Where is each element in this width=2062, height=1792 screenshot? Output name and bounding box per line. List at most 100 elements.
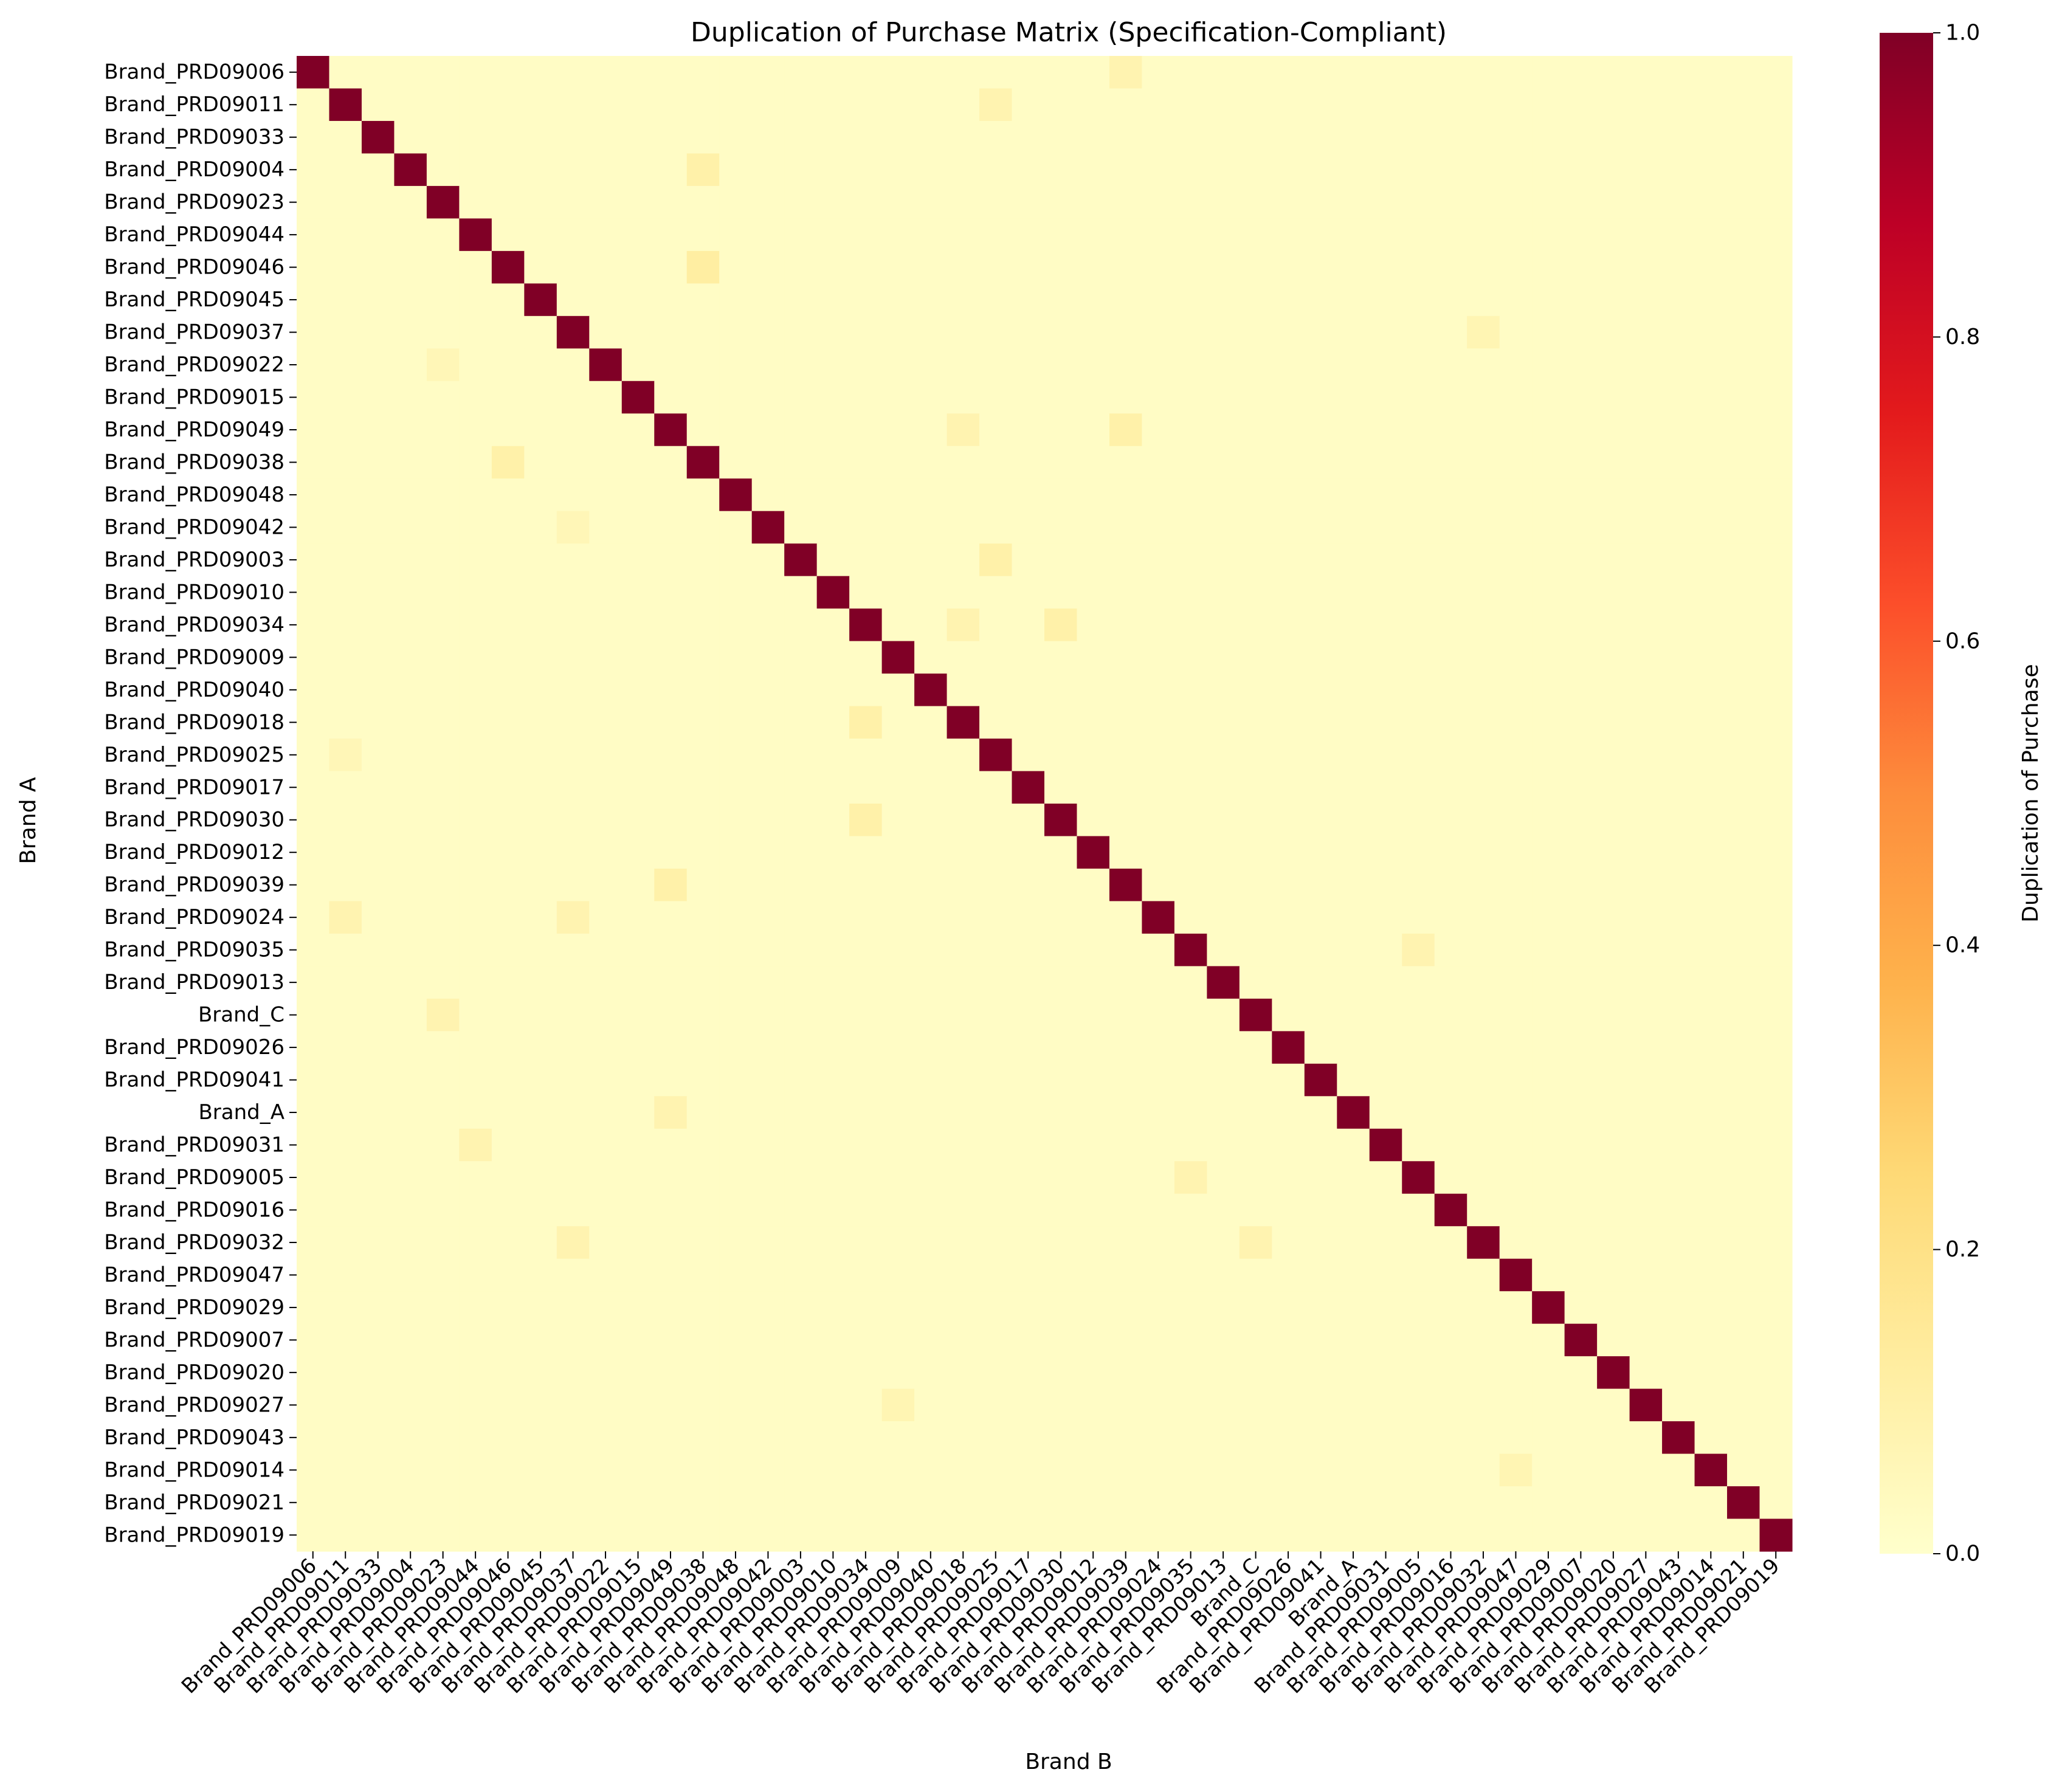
- heatmap-cell: [881, 218, 915, 252]
- heatmap-cell: [1239, 1096, 1272, 1129]
- heatmap-cell: [1402, 674, 1435, 707]
- heatmap-cell: [1077, 576, 1110, 609]
- heatmap-cell: [297, 966, 330, 999]
- heatmap-cell: [947, 1031, 980, 1064]
- heatmap-cell: [297, 641, 330, 674]
- heatmap-cell: [881, 739, 915, 772]
- heatmap-cell: [1142, 1063, 1175, 1097]
- heatmap-cell: [361, 739, 395, 772]
- heatmap-cell: [654, 1193, 688, 1227]
- heatmap-cell: [1272, 836, 1305, 869]
- heatmap-cell: [1759, 1356, 1793, 1390]
- heatmap-cell: [849, 283, 883, 317]
- heatmap-cell: [1109, 185, 1143, 219]
- heatmap-cell: [297, 478, 330, 512]
- heatmap-cell: [1369, 706, 1402, 739]
- heatmap-cell: [1727, 1063, 1760, 1097]
- heatmap-cell: [784, 315, 818, 349]
- heatmap-cell: [914, 966, 948, 999]
- heatmap-cell: [1434, 218, 1467, 252]
- heatmap-cell: [719, 1421, 753, 1455]
- heatmap-cell: [1532, 998, 1565, 1032]
- heatmap-cell: [1662, 218, 1695, 252]
- heatmap-cell: [1402, 511, 1435, 544]
- heatmap-cell: [1109, 1193, 1143, 1227]
- heatmap-cell: [1727, 1421, 1760, 1455]
- heatmap-cell: [1044, 1356, 1078, 1390]
- heatmap-cell: [361, 868, 395, 902]
- heatmap-cell: [1727, 1486, 1760, 1520]
- heatmap-cell: [1467, 478, 1500, 512]
- heatmap-cell: [1207, 804, 1240, 837]
- heatmap-cell: [881, 576, 915, 609]
- heatmap-cell: [1662, 1421, 1695, 1455]
- heatmap-cell: [426, 56, 460, 89]
- heatmap-cell: [1174, 901, 1207, 934]
- heatmap-cell: [719, 739, 753, 772]
- heatmap-cell: [1434, 1128, 1467, 1162]
- heatmap-cell: [329, 511, 362, 544]
- heatmap-cell: [849, 901, 883, 934]
- heatmap-cell: [329, 446, 362, 479]
- heatmap-cell: [784, 1161, 818, 1194]
- heatmap-cell: [1077, 478, 1110, 512]
- heatmap-cell: [1564, 478, 1598, 512]
- heatmap-cell: [394, 1226, 427, 1260]
- heatmap-cell: [1142, 1258, 1175, 1292]
- heatmap-cell: [1694, 315, 1728, 349]
- heatmap-cell: [816, 413, 850, 447]
- heatmap-cell: [1564, 901, 1598, 934]
- heatmap-cell: [394, 1356, 427, 1390]
- heatmap-cell: [1467, 381, 1500, 414]
- heatmap-cell: [719, 56, 753, 89]
- heatmap-cell: [1662, 283, 1695, 317]
- heatmap-cell: [881, 348, 915, 382]
- heatmap-cell: [1337, 348, 1370, 382]
- heatmap-cell: [1727, 706, 1760, 739]
- heatmap-cell: [1532, 771, 1565, 804]
- heatmap-cell: [1304, 1193, 1337, 1227]
- heatmap-cell: [1597, 933, 1630, 967]
- heatmap-cell: [426, 706, 460, 739]
- heatmap-cell: [1532, 315, 1565, 349]
- heatmap-cell: [1044, 739, 1078, 772]
- heatmap-cell: [1467, 739, 1500, 772]
- heatmap-cell: [1759, 478, 1793, 512]
- heatmap-cell: [329, 1356, 362, 1390]
- heatmap-cell: [784, 88, 818, 122]
- heatmap-cell: [1759, 771, 1793, 804]
- heatmap-cell: [947, 706, 980, 739]
- heatmap-cell: [426, 1031, 460, 1064]
- heatmap-cell: [1467, 348, 1500, 382]
- heatmap-cell: [1142, 1031, 1175, 1064]
- heatmap-cell: [1402, 543, 1435, 577]
- heatmap-cell: [329, 1291, 362, 1325]
- heatmap-cell: [1727, 1031, 1760, 1064]
- heatmap-cell: [1499, 1031, 1533, 1064]
- chart-title: Duplication of Purchase Matrix (Specific…: [691, 17, 1447, 48]
- y-tick-label: Brand_PRD09047: [104, 1263, 284, 1287]
- heatmap-cell: [1662, 1323, 1695, 1357]
- heatmap-cell: [491, 1128, 525, 1162]
- heatmap-cell: [1597, 1226, 1630, 1260]
- heatmap-cell: [1499, 1291, 1533, 1325]
- heatmap-cell: [1727, 576, 1760, 609]
- heatmap-cell: [719, 88, 753, 122]
- heatmap-cell: [1337, 933, 1370, 967]
- heatmap-cell: [1532, 1096, 1565, 1129]
- heatmap-cell: [784, 1258, 818, 1292]
- heatmap-cell: [1694, 1096, 1728, 1129]
- heatmap-cell: [1662, 1486, 1695, 1520]
- heatmap-cell: [426, 413, 460, 447]
- heatmap-cell: [1369, 1128, 1402, 1162]
- heatmap-cell: [979, 511, 1013, 544]
- heatmap-cell: [686, 868, 720, 902]
- heatmap-cell: [979, 381, 1013, 414]
- heatmap-cell: [459, 1388, 492, 1422]
- heatmap-cell: [849, 1096, 883, 1129]
- heatmap-cell: [621, 1421, 655, 1455]
- heatmap-cell: [491, 381, 525, 414]
- heatmap-cell: [1434, 1486, 1467, 1520]
- heatmap-cell: [459, 868, 492, 902]
- heatmap-cell: [979, 1421, 1013, 1455]
